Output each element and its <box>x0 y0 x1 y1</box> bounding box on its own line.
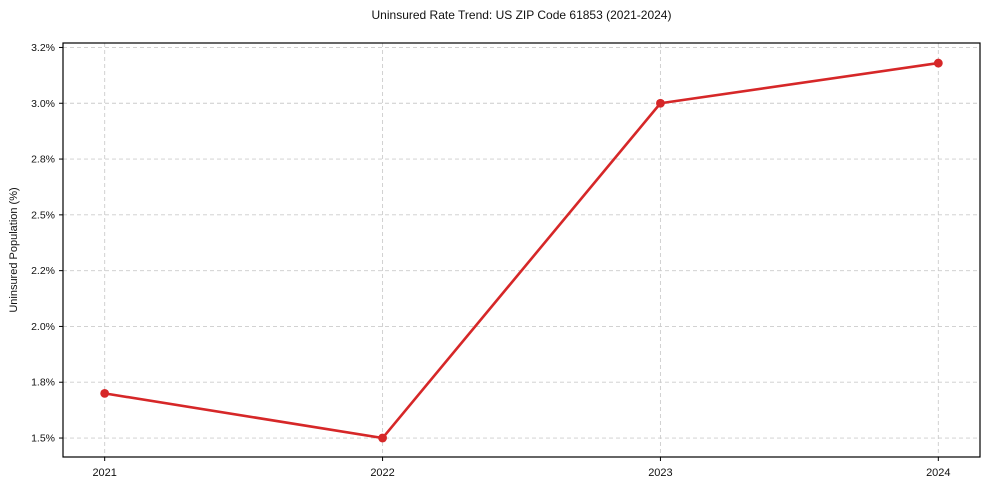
x-tick-label: 2023 <box>648 467 672 479</box>
y-tick-label: 3.0% <box>31 98 55 110</box>
y-tick-label: 3.2% <box>31 42 55 54</box>
data-point <box>656 98 665 108</box>
data-point <box>933 58 943 68</box>
axes-frame <box>62 42 981 458</box>
data-point <box>378 433 387 443</box>
chart-title: Uninsured Rate Trend: US ZIP Code 61853 … <box>371 8 672 22</box>
y-tick-label: 1.8% <box>31 377 55 389</box>
x-tick-label: 2024 <box>926 467 950 479</box>
y-tick-label: 2.5% <box>31 209 55 221</box>
data-point <box>100 388 110 398</box>
x-tick-label: 2021 <box>92 467 116 479</box>
y-tick-label: 2.8% <box>31 154 55 166</box>
y-tick-label: 2.2% <box>31 265 55 277</box>
y-tick-label: 2.0% <box>31 321 55 333</box>
x-tick-label: 2022 <box>370 467 394 479</box>
trend-line <box>103 61 940 440</box>
y-tick-label: 1.5% <box>31 433 55 445</box>
